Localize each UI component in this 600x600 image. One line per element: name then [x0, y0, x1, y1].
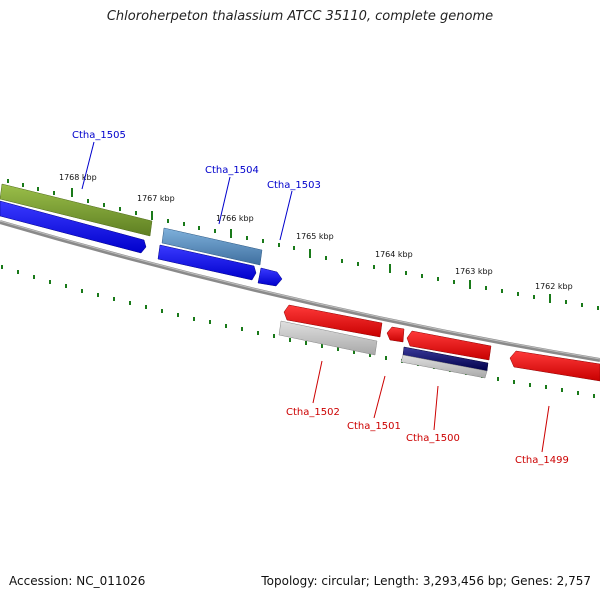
- gene-feature-gray-2[interactable]: [400, 354, 488, 379]
- gene-feature-ctha1499[interactable]: [509, 350, 600, 382]
- leader-line: [373, 375, 386, 419]
- gene-label-ctha1501[interactable]: Ctha_1501: [347, 421, 401, 432]
- gene-feature-blue-2[interactable]: [157, 244, 257, 281]
- gene-label-ctha1500[interactable]: Ctha_1500: [406, 433, 460, 444]
- genome-backbone-highlight: [0, 220, 600, 360]
- leader-line: [81, 141, 95, 190]
- kbp-label: 1767 kbp: [137, 194, 175, 203]
- gene-label-ctha1504[interactable]: Ctha_1504: [205, 165, 259, 176]
- map-title: Chloroherpeton thalassium ATCC 35110, co…: [106, 9, 494, 24]
- gene-label-ctha1503[interactable]: Ctha_1503: [267, 180, 321, 191]
- kbp-label: 1765 kbp: [296, 232, 334, 241]
- gene-feature-gray-1[interactable]: [278, 320, 378, 356]
- topology-text: Topology: circular; Length: 3,293,456 bp…: [261, 574, 591, 588]
- outer-tick-track: [7, 179, 599, 310]
- gene-label-ctha1502[interactable]: Ctha_1502: [286, 407, 340, 418]
- gene-feature-ctha1504[interactable]: [161, 227, 263, 266]
- kbp-label: 1764 kbp: [375, 250, 413, 259]
- leader-line: [279, 190, 293, 241]
- gene-feature-ctha1501[interactable]: [386, 326, 405, 343]
- leader-line: [218, 176, 231, 225]
- gene-feature-green[interactable]: [0, 183, 153, 237]
- leader-line: [541, 405, 550, 453]
- gene-label-ctha1499[interactable]: Ctha_1499: [515, 455, 569, 466]
- kbp-label: 1766 kbp: [216, 214, 254, 223]
- gene-feature-ctha1502[interactable]: [283, 304, 383, 338]
- gene-label-ctha1505[interactable]: Ctha_1505: [72, 130, 126, 141]
- leader-line: [312, 360, 323, 404]
- gene-feature-ctha1503[interactable]: [257, 267, 283, 287]
- genome-backbone: [0, 220, 600, 362]
- kbp-label: 1762 kbp: [535, 282, 573, 291]
- accession-text: Accession: NC_011026: [9, 574, 146, 588]
- leader-line: [433, 385, 439, 431]
- kbp-label: 1768 kbp: [59, 173, 97, 182]
- gene-feature-blue-1[interactable]: [0, 200, 147, 254]
- gene-feature-ctha1500-cds[interactable]: [406, 330, 492, 361]
- kbp-label: 1763 kbp: [455, 267, 493, 276]
